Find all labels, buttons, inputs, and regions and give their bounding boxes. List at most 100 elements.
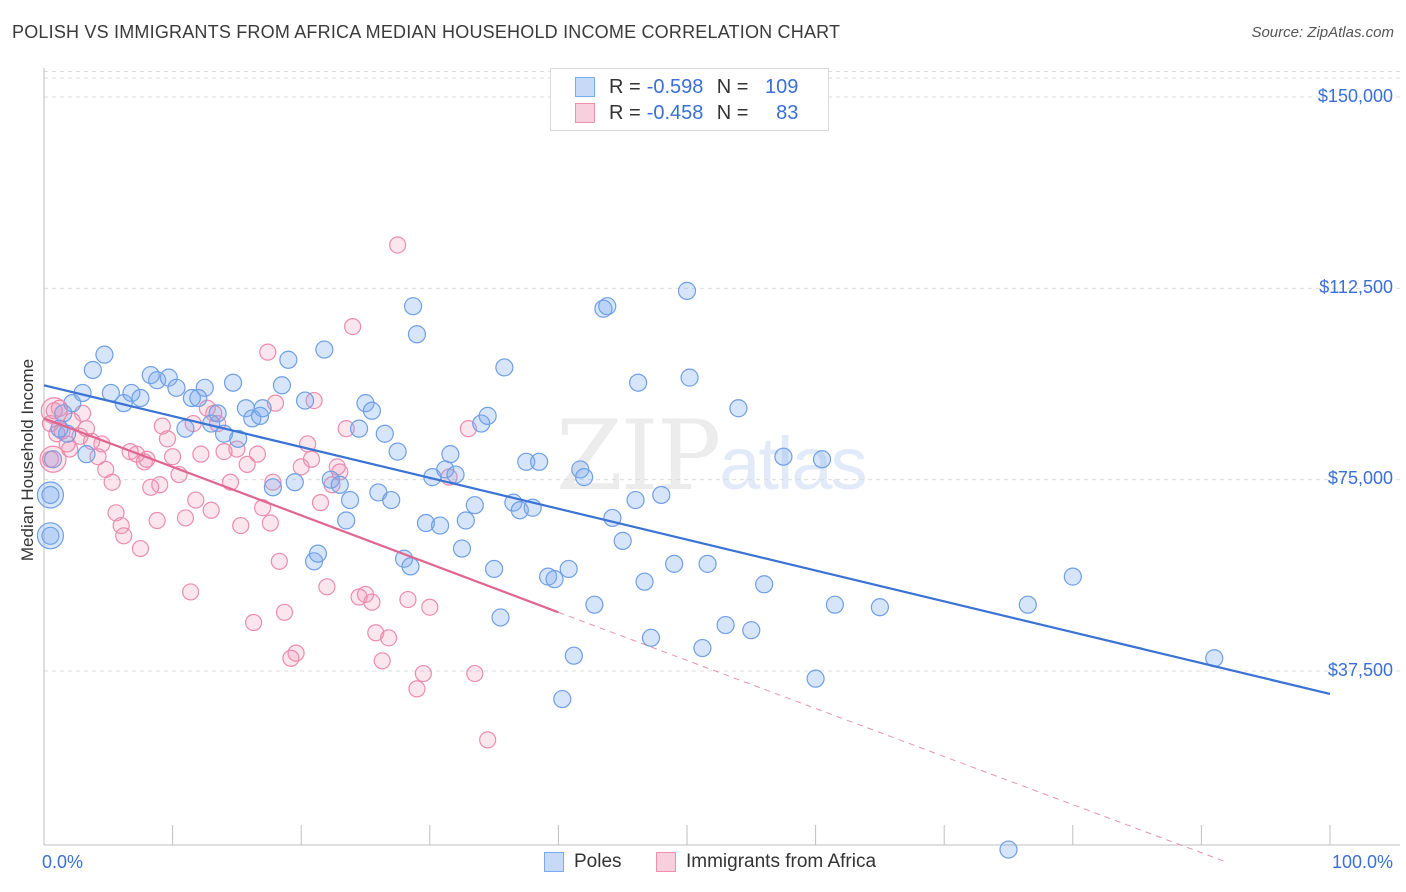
x-tick-label-left: 0.0% [42, 852, 84, 872]
poles-point [403, 297, 423, 316]
poles-swatch [575, 77, 595, 97]
watermark: ZIPatlas [556, 400, 868, 512]
legend-item-poles[interactable]: Poles [544, 851, 622, 873]
poles-point [229, 429, 248, 448]
africa-point [373, 652, 391, 670]
poles-point [272, 376, 292, 395]
y-tick-label-112500: $112,500 [1319, 277, 1393, 297]
africa-point [311, 494, 330, 512]
poles-point [677, 281, 697, 300]
africa-swatch [575, 103, 595, 123]
y-tick-label-150000: $150,000 [1317, 86, 1393, 106]
poles-point [308, 544, 328, 563]
africa-point [264, 473, 282, 491]
africa-point [479, 731, 497, 749]
poles-point [806, 669, 825, 688]
r-label: R = [609, 101, 641, 124]
poles-point [375, 424, 394, 443]
poles-point [665, 554, 684, 573]
poles-point [131, 388, 150, 408]
legend-label-africa: Immigrants from Africa [686, 851, 877, 872]
africa-trend-line [43, 417, 559, 614]
chart-title: POLISH VS IMMIGRANTS FROM AFRICA MEDIAN … [12, 22, 841, 42]
poles-legend-swatch [544, 852, 564, 872]
africa-point [215, 443, 233, 461]
africa-point [89, 448, 107, 466]
africa-point [158, 430, 177, 448]
poles-point [629, 373, 648, 392]
poles-point [774, 447, 793, 466]
poles-point [167, 378, 186, 397]
poles-point [50, 419, 69, 438]
poles-point [41, 526, 60, 545]
poles-point [159, 368, 178, 387]
africa-point [112, 516, 130, 535]
poles-point [195, 378, 214, 397]
poles-point [401, 557, 420, 576]
y-tick-label-37500: $37,500 [1327, 660, 1393, 680]
africa-point [466, 664, 484, 683]
africa-point [238, 455, 256, 473]
poles-point [613, 531, 632, 550]
poles-point [553, 689, 572, 709]
poles-point-large [36, 481, 65, 509]
poles-point [122, 383, 141, 403]
poles-point [517, 452, 536, 471]
africa-point [151, 476, 169, 494]
poles-point [478, 406, 497, 425]
watermark-atlas: atlas [719, 422, 867, 505]
poles-point [575, 468, 594, 487]
poles-point [456, 511, 475, 530]
poles-point [295, 391, 315, 410]
africa-point [344, 318, 362, 336]
poles-point [755, 575, 774, 594]
africa-point [282, 649, 300, 667]
poles-point [148, 371, 167, 390]
poles-point [388, 442, 407, 461]
poles-trend-line [43, 384, 1331, 696]
poles-point [189, 388, 208, 408]
poles-point [330, 475, 349, 494]
africa-point [107, 504, 125, 522]
poles-point [315, 340, 334, 359]
poles-point [382, 490, 401, 510]
africa-point [270, 552, 288, 570]
africa-point [115, 527, 133, 545]
poles-point [285, 473, 304, 492]
poles-point [716, 615, 735, 635]
r-value-africa: -0.458 [646, 101, 704, 124]
poles-point [253, 399, 272, 418]
africa-point [103, 473, 121, 491]
n-label: N = [716, 75, 749, 98]
poles-point [491, 608, 510, 627]
poles-point [182, 388, 201, 408]
poles-point [416, 513, 436, 533]
africa-point [414, 664, 432, 683]
poles-point [349, 419, 369, 438]
r-label: R = [609, 75, 641, 98]
africa-point [261, 514, 279, 532]
poles-point [83, 360, 102, 380]
n-value-poles: 109 [765, 75, 799, 98]
africa-point [421, 598, 439, 616]
africa-legend-swatch [656, 852, 676, 872]
africa-point [48, 425, 66, 443]
africa-point [182, 583, 200, 601]
poles-point [559, 559, 578, 579]
y-tick-label-75000: $75,000 [1327, 468, 1393, 488]
poles-point [1018, 595, 1037, 614]
poles-point [693, 638, 712, 658]
africa-point [202, 501, 220, 519]
africa-point [148, 511, 166, 530]
stats-legend-row-poles: R = -0.598 N = 109 [575, 75, 798, 99]
poles-point [176, 419, 195, 438]
poles-point [635, 572, 654, 591]
poles-point [495, 358, 514, 377]
legend-item-africa[interactable]: Immigrants from Africa [656, 851, 876, 873]
africa-point [232, 516, 250, 535]
poles-point [999, 840, 1018, 859]
legend-label-poles: Poles [574, 851, 622, 872]
poles-point [641, 628, 661, 647]
series-legend: Poles Immigrants from Africa [0, 851, 1406, 877]
